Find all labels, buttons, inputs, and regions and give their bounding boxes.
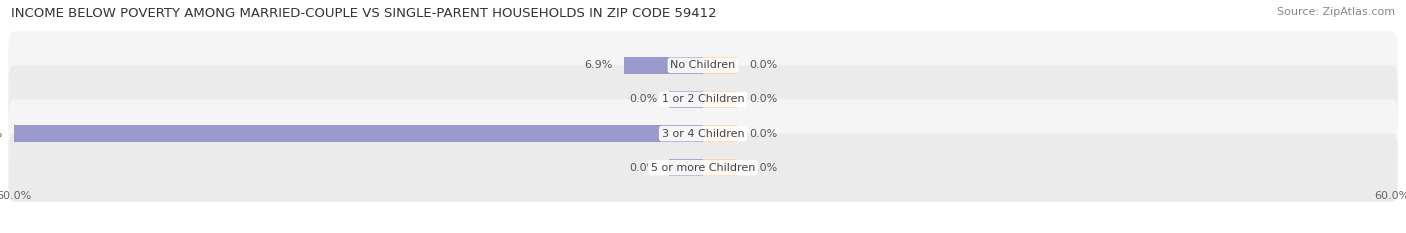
Bar bbox=[14, 125, 703, 142]
Text: 60.0%: 60.0% bbox=[0, 129, 3, 139]
Bar bbox=[669, 159, 703, 176]
Text: 0.0%: 0.0% bbox=[628, 94, 657, 104]
FancyBboxPatch shape bbox=[8, 31, 1398, 99]
Text: 0.0%: 0.0% bbox=[628, 163, 657, 173]
Text: 0.0%: 0.0% bbox=[749, 94, 778, 104]
Text: 0.0%: 0.0% bbox=[749, 163, 778, 173]
Bar bbox=[624, 57, 703, 74]
Bar bbox=[703, 159, 738, 176]
Bar bbox=[669, 91, 703, 108]
Text: Source: ZipAtlas.com: Source: ZipAtlas.com bbox=[1277, 7, 1395, 17]
Text: 5 or more Children: 5 or more Children bbox=[651, 163, 755, 173]
Text: 0.0%: 0.0% bbox=[749, 129, 778, 139]
Text: INCOME BELOW POVERTY AMONG MARRIED-COUPLE VS SINGLE-PARENT HOUSEHOLDS IN ZIP COD: INCOME BELOW POVERTY AMONG MARRIED-COUPL… bbox=[11, 7, 717, 20]
Bar bbox=[669, 125, 703, 142]
Bar bbox=[669, 57, 703, 74]
Bar bbox=[703, 91, 738, 108]
FancyBboxPatch shape bbox=[8, 134, 1398, 202]
Bar bbox=[703, 57, 738, 74]
FancyBboxPatch shape bbox=[8, 65, 1398, 134]
Text: 6.9%: 6.9% bbox=[583, 60, 612, 70]
Text: No Children: No Children bbox=[671, 60, 735, 70]
Text: 1 or 2 Children: 1 or 2 Children bbox=[662, 94, 744, 104]
Text: 0.0%: 0.0% bbox=[749, 60, 778, 70]
FancyBboxPatch shape bbox=[8, 99, 1398, 168]
Text: 3 or 4 Children: 3 or 4 Children bbox=[662, 129, 744, 139]
Bar bbox=[703, 125, 738, 142]
